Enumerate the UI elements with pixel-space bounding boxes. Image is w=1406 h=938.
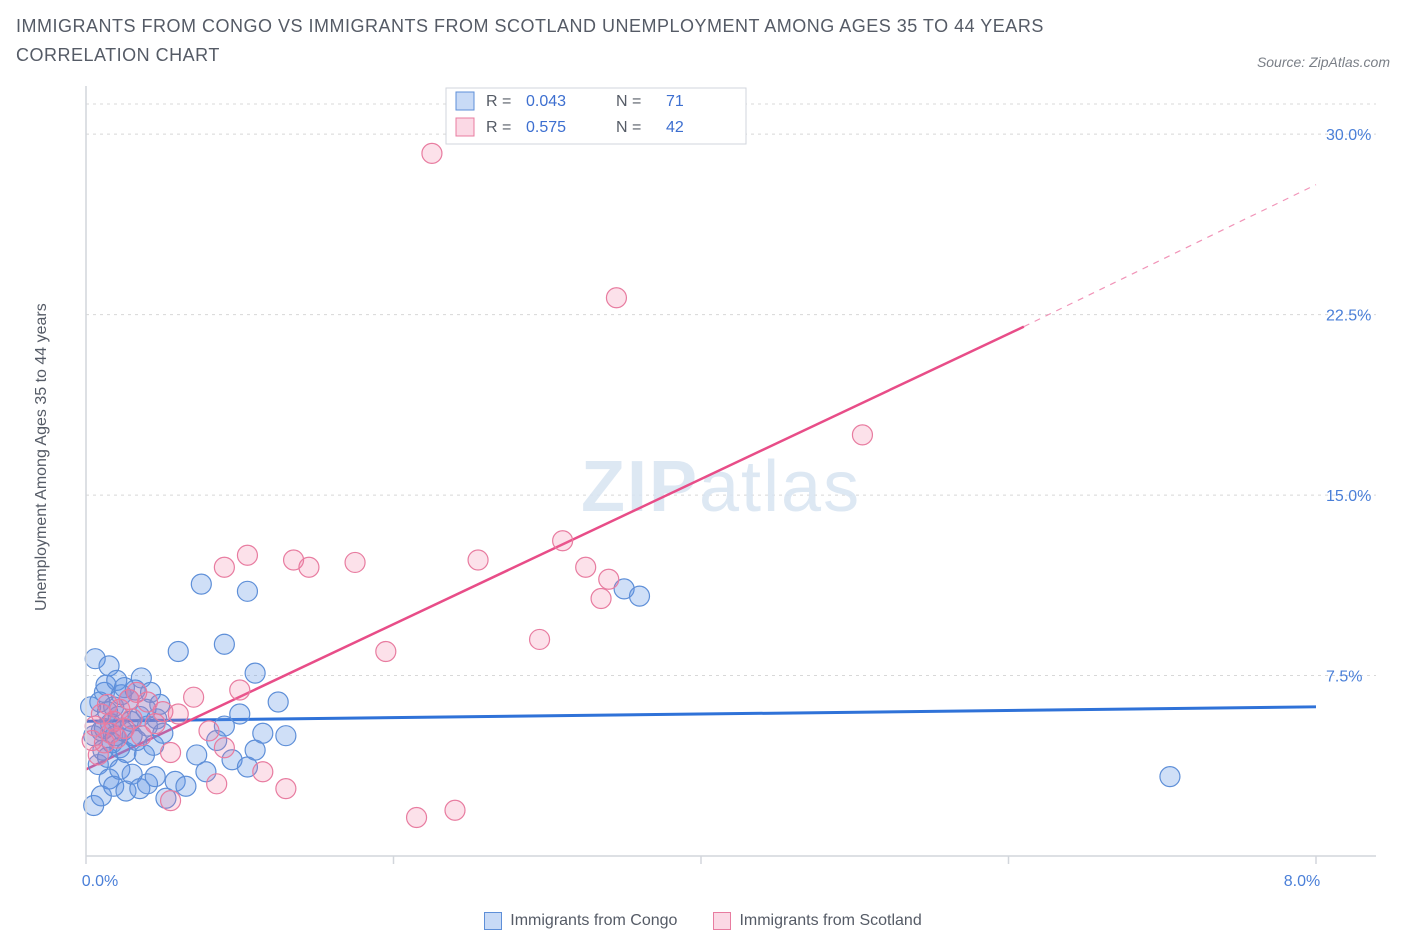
chart-title: IMMIGRANTS FROM CONGO VS IMMIGRANTS FROM…: [16, 12, 1116, 70]
svg-text:N =: N =: [616, 93, 641, 110]
legend-item-congo: Immigrants from Congo: [484, 912, 677, 930]
svg-text:22.5%: 22.5%: [1326, 307, 1371, 324]
svg-text:15.0%: 15.0%: [1326, 488, 1371, 505]
svg-text:30.0%: 30.0%: [1326, 127, 1371, 144]
svg-text:7.5%: 7.5%: [1326, 668, 1362, 685]
svg-text:42: 42: [666, 119, 684, 136]
svg-text:R =: R =: [486, 93, 511, 110]
svg-text:N =: N =: [616, 119, 641, 136]
header-row: IMMIGRANTS FROM CONGO VS IMMIGRANTS FROM…: [16, 12, 1390, 70]
svg-text:R =: R =: [486, 119, 511, 136]
series-legend: Immigrants from Congo Immigrants from Sc…: [16, 906, 1390, 930]
svg-text:0.575: 0.575: [526, 119, 566, 136]
correlation-chart: ZIPatlas0.0%8.0%7.5%15.0%22.5%30.0%Unemp…: [16, 76, 1390, 906]
svg-text:0.0%: 0.0%: [82, 873, 118, 890]
source-attribution: Source: ZipAtlas.com: [1257, 54, 1390, 70]
chart-svg: ZIPatlas0.0%8.0%7.5%15.0%22.5%30.0%Unemp…: [16, 76, 1390, 906]
svg-text:Unemployment Among Ages 35 to: Unemployment Among Ages 35 to 44 years: [33, 303, 50, 611]
svg-text:71: 71: [666, 93, 684, 110]
svg-text:0.043: 0.043: [526, 93, 566, 110]
legend-label-scotland: Immigrants from Scotland: [739, 912, 921, 930]
legend-item-scotland: Immigrants from Scotland: [713, 912, 921, 930]
legend-swatch-blue: [484, 912, 502, 930]
legend-label-congo: Immigrants from Congo: [510, 912, 677, 930]
legend-swatch-pink: [713, 912, 731, 930]
svg-text:8.0%: 8.0%: [1284, 873, 1320, 890]
